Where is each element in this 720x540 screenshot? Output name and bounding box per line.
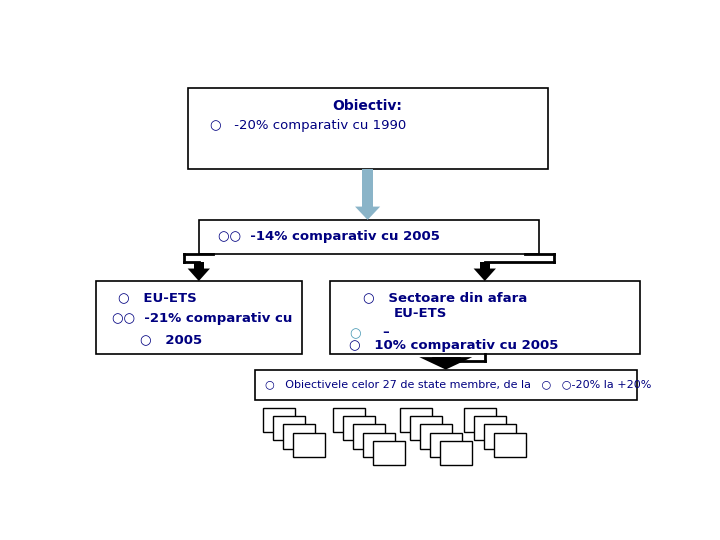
Bar xyxy=(410,416,442,440)
Bar xyxy=(480,262,490,268)
Text: ○○  -21% comparativ cu: ○○ -21% comparativ cu xyxy=(112,312,293,325)
Bar xyxy=(420,424,452,449)
Bar xyxy=(353,424,385,449)
Bar xyxy=(194,262,204,268)
Text: ○   10% comparativ cu 2005: ○ 10% comparativ cu 2005 xyxy=(349,339,559,352)
Bar xyxy=(430,433,462,457)
Text: ○   Obiectivele celor 27 de state membre, de la   ○   ○-20% la +20%: ○ Obiectivele celor 27 de state membre, … xyxy=(265,380,651,389)
Text: –: – xyxy=(382,326,389,339)
Text: ○   -20% comparativ cu 1990: ○ -20% comparativ cu 1990 xyxy=(210,119,406,132)
Bar xyxy=(330,281,639,354)
Bar xyxy=(432,357,459,361)
Polygon shape xyxy=(419,357,472,369)
Bar xyxy=(263,408,295,432)
Bar xyxy=(293,433,325,457)
Text: EU-ETS: EU-ETS xyxy=(394,307,448,320)
Polygon shape xyxy=(188,268,210,281)
Bar xyxy=(273,416,305,440)
Bar xyxy=(400,408,432,432)
Bar xyxy=(474,416,506,440)
Text: ○○  -14% comparativ cu 2005: ○○ -14% comparativ cu 2005 xyxy=(218,231,440,244)
Bar xyxy=(255,369,637,400)
Polygon shape xyxy=(474,268,496,281)
Bar xyxy=(333,408,365,432)
Text: ○   Sectoare din afara: ○ Sectoare din afara xyxy=(364,292,528,305)
Bar xyxy=(484,424,516,449)
Text: ○: ○ xyxy=(349,327,361,340)
Bar xyxy=(494,433,526,457)
Bar xyxy=(363,433,395,457)
Bar xyxy=(188,87,547,168)
Text: ○   EU-ETS: ○ EU-ETS xyxy=(118,292,197,305)
Bar xyxy=(96,281,302,354)
Text: ○   2005: ○ 2005 xyxy=(140,333,202,346)
Polygon shape xyxy=(355,207,380,220)
Bar xyxy=(199,220,539,254)
Bar xyxy=(362,168,373,207)
Bar xyxy=(283,424,315,449)
Bar xyxy=(373,441,405,465)
Bar xyxy=(464,408,496,432)
Bar xyxy=(440,441,472,465)
Text: Obiectiv:: Obiectiv: xyxy=(333,99,402,113)
Bar xyxy=(343,416,375,440)
